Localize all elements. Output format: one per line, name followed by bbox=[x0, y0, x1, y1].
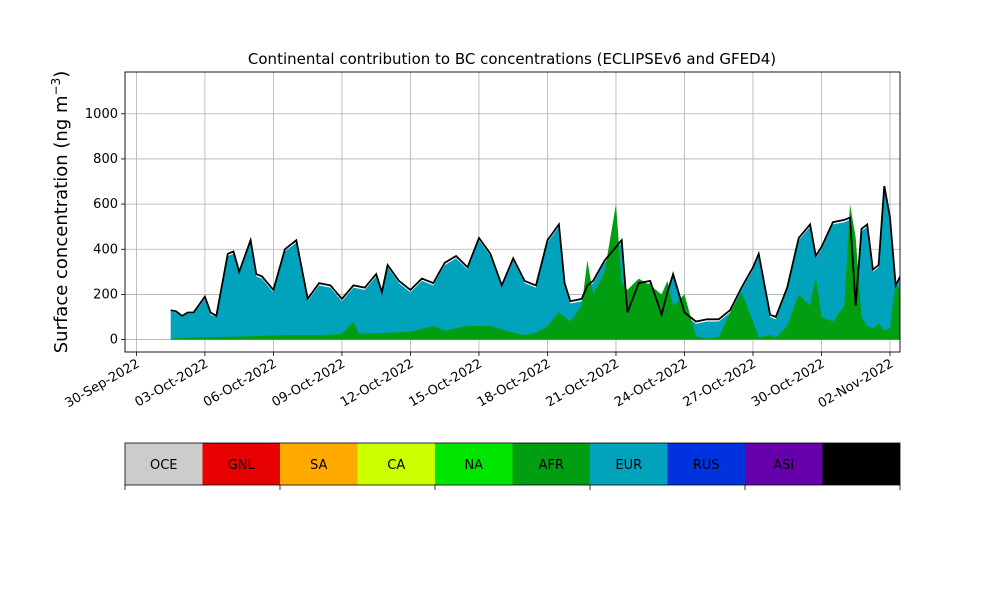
plot-frame bbox=[124, 71, 901, 353]
y-axis-label-close: ) bbox=[51, 71, 72, 78]
legend-swatch-rus bbox=[667, 443, 745, 485]
legend-swatch-sa bbox=[280, 443, 358, 485]
y-tick-label: 0 bbox=[110, 333, 118, 348]
x-tick-label: 09-Oct-2022 bbox=[270, 356, 348, 410]
legend-label-eur: EUR bbox=[615, 458, 642, 473]
x-tick-label: 21-Oct-2022 bbox=[544, 356, 622, 410]
legend-label-gnl: GNL bbox=[228, 458, 256, 473]
legend-swatch-ca bbox=[357, 443, 435, 485]
legend-swatch-aus bbox=[822, 443, 900, 485]
x-tick-label: 30-Oct-2022 bbox=[749, 356, 827, 410]
x-tick-label: 12-Oct-2022 bbox=[338, 356, 416, 410]
legend-swatch-oce bbox=[125, 443, 203, 485]
x-tick-label: 15-Oct-2022 bbox=[407, 356, 485, 410]
total-line-aus bbox=[170, 185, 900, 323]
legend-label-rus: RUS bbox=[693, 458, 720, 473]
legend-swatch-na bbox=[435, 443, 513, 485]
x-tick-label: 02-Nov-2022 bbox=[816, 356, 896, 411]
area-afr bbox=[170, 204, 900, 340]
plot-area: 0200400600800100030-Sep-202203-Oct-20220… bbox=[63, 71, 901, 411]
x-tick-label: 27-Oct-2022 bbox=[681, 356, 759, 410]
legend-swatch-gnl bbox=[202, 443, 280, 485]
legend-swatch-asi bbox=[745, 443, 823, 485]
legend-label-aus: AUS bbox=[848, 458, 875, 473]
x-tick-label: 24-Oct-2022 bbox=[612, 356, 690, 410]
legend-label-afr: AFR bbox=[539, 458, 564, 473]
x-tick-label: 03-Oct-2022 bbox=[133, 356, 211, 410]
series-group bbox=[170, 185, 900, 340]
legend-label-oce: OCE bbox=[150, 458, 178, 473]
chart-title: Continental contribution to BC concentra… bbox=[248, 50, 776, 68]
x-tick-label: 30-Sep-2022 bbox=[63, 356, 143, 411]
legend-label-asi: ASI bbox=[773, 458, 794, 473]
area-eur bbox=[170, 188, 900, 340]
legend-frame bbox=[124, 442, 901, 486]
y-tick-label: 200 bbox=[93, 287, 118, 302]
legend: OCE GNL SA CA NA AFR EUR RUS ASI AUS bbox=[124, 442, 901, 490]
legend-label-sa: SA bbox=[310, 458, 327, 473]
legend-swatch-eur bbox=[590, 443, 668, 485]
x-tick-label: 18-Oct-2022 bbox=[475, 356, 553, 410]
legend-swatch-afr bbox=[512, 443, 590, 485]
legend-label-ca: CA bbox=[387, 458, 405, 473]
y-axis-label-exponent: −3 bbox=[49, 78, 63, 96]
y-tick-label: 600 bbox=[93, 197, 118, 212]
y-axis-label: Surface concentration (ng m−3) bbox=[49, 71, 72, 354]
y-tick-label: 400 bbox=[93, 242, 118, 257]
x-tick-label: 06-Oct-2022 bbox=[201, 356, 279, 410]
y-tick-label: 800 bbox=[93, 152, 118, 167]
legend-label-na: NA bbox=[464, 458, 483, 473]
y-tick-label: 1000 bbox=[85, 107, 118, 122]
y-axis-label-text: Surface concentration (ng m bbox=[51, 95, 72, 353]
